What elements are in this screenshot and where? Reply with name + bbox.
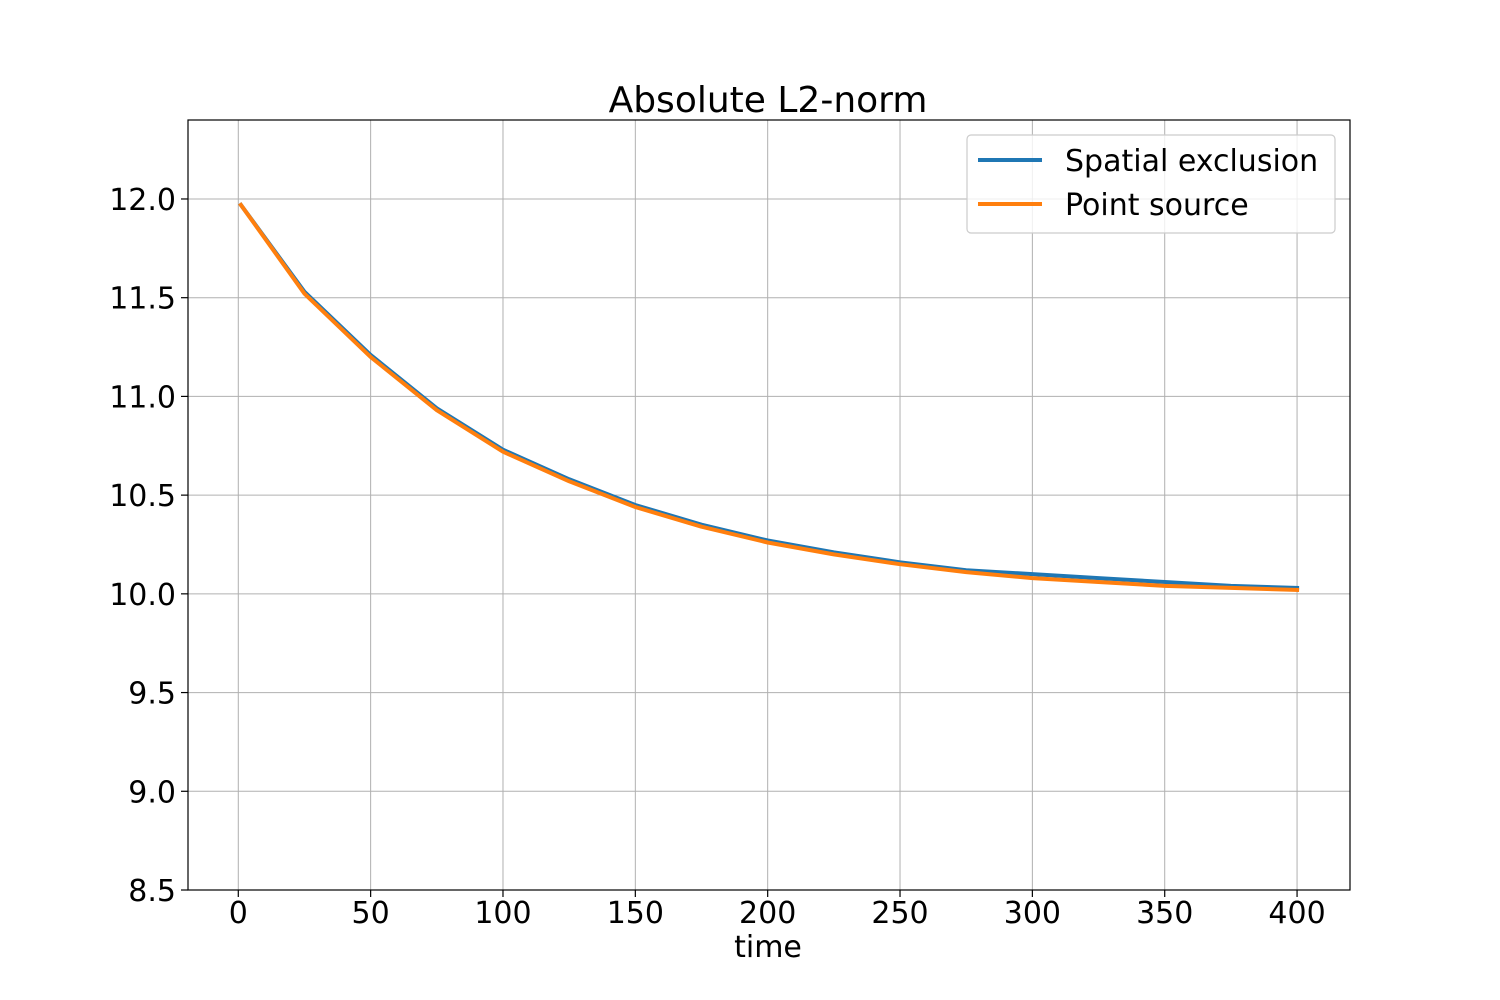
y-tick-label: 10.0 [109,578,176,613]
x-tick-label: 400 [1268,896,1325,931]
y-tick-label: 9.5 [128,677,176,712]
series-lines [238,202,1300,592]
legend-box [966,134,1336,234]
y-tick-label: 8.5 [128,874,176,909]
x-tick-label: 250 [871,896,928,931]
y-tick-label: 11.5 [109,282,176,317]
legend-label-spatial-exclusion: Spatial exclusion [1065,144,1318,179]
axis-ticks: 0 50 100 150 200 250 300 350 400 8.5 9.0 9.5 10.0 10.… [109,183,1325,931]
y-tick-label: 11.0 [109,380,176,415]
chart-title: Absolute L2-norm [609,80,928,121]
x-tick-label: 300 [1004,896,1061,931]
y-tick-label: 10.5 [109,479,176,514]
legend: Spatial exclusion Point source [966,134,1336,234]
plot-frame [187,119,1351,891]
y-tick-label: 12.0 [109,183,176,218]
y-tick-label: 9.0 [128,775,176,810]
x-tick-label: 0 [229,896,248,931]
x-tick-label: 200 [739,896,796,931]
x-tick-label: 150 [607,896,664,931]
x-tick-label: 100 [474,896,531,931]
grid [188,120,1350,891]
x-axis-label: time [734,930,802,965]
series-line-point-source [238,202,1300,592]
x-tick-label: 350 [1136,896,1193,931]
x-tick-label: 50 [352,896,390,931]
legend-label-point-source: Point source [1065,188,1249,223]
